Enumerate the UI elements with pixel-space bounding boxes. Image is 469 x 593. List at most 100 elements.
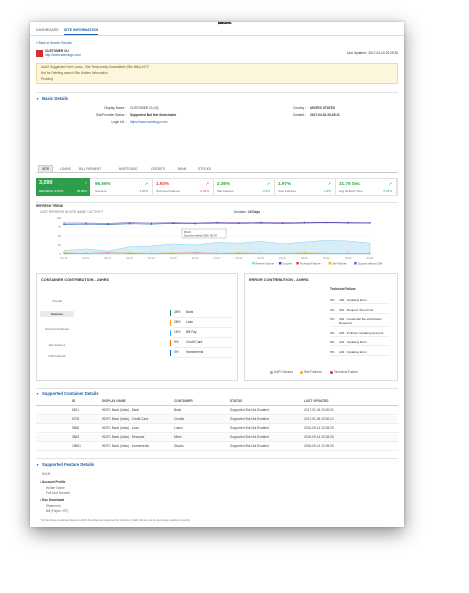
- error-item[interactable]: 5% 404 : Updating Error: [330, 339, 390, 346]
- data-point[interactable]: [150, 222, 153, 224]
- tooltip-text: Success without SDK: 96.34: [184, 234, 217, 238]
- data-point[interactable]: [107, 223, 109, 226]
- tab-site[interactable]: SITE: [38, 165, 54, 172]
- tab-mortgage[interactable]: MORTGAGE: [119, 167, 138, 171]
- container-contribution-title: CONTAINER CONTRIBUTION - 24HRS: [41, 278, 110, 282]
- tab-stocks[interactable]: STOCKS: [198, 167, 212, 171]
- data-point[interactable]: [347, 252, 349, 254]
- data-point[interactable]: [303, 221, 306, 224]
- error-pct: 5%: [330, 298, 335, 302]
- table-row[interactable]: 15801 HDFC Bank (India) - Investments Stoc…: [36, 443, 398, 451]
- stat-tile: 1.97% User Failures -1.8% ↗: [275, 178, 336, 196]
- country-value: UNITED STATES: [310, 106, 335, 110]
- data-point[interactable]: [107, 252, 109, 254]
- tab-dashboard[interactable]: DASHBOARD: [36, 28, 59, 32]
- data-point[interactable]: [172, 252, 174, 254]
- legend-divider: [174, 317, 232, 318]
- series-area-refresh-volume: [63, 240, 371, 255]
- data-point[interactable]: [63, 223, 65, 226]
- collapse-icon[interactable]: ▼: [36, 392, 40, 396]
- data-point[interactable]: [325, 252, 327, 254]
- option-technical-failures[interactable]: Technical Failures: [44, 327, 69, 331]
- tile-pct: -0.04%: [199, 189, 209, 193]
- data-point[interactable]: [238, 252, 240, 254]
- tile-value: 31.75 Sec: [339, 181, 360, 186]
- tab-loans[interactable]: LOANS: [60, 167, 71, 171]
- tab-site-information[interactable]: SITE INFORMATION: [64, 28, 99, 35]
- login-value[interactable]: https://www.swimlogo.com: [130, 120, 168, 124]
- data-point[interactable]: [281, 221, 284, 224]
- tile-pct: 95.88%: [76, 189, 87, 193]
- error-code: 400 : Updating Error: [339, 298, 367, 302]
- error-item[interactable]: 5% 404 : Updating Error: [330, 349, 390, 356]
- data-point[interactable]: [347, 221, 349, 224]
- site-url[interactable]: http://www.swimlogo.com: [45, 53, 81, 57]
- supported-container-section: [36, 388, 398, 389]
- data-point[interactable]: [85, 252, 87, 254]
- data-point[interactable]: [216, 252, 218, 254]
- table-cell: Supported But Not Enabled: [230, 435, 269, 439]
- option-success[interactable]: Success: [40, 311, 74, 317]
- data-point[interactable]: [325, 221, 327, 224]
- tile-label: Success: [95, 189, 107, 193]
- x-tick-label: 04-15: [170, 256, 177, 260]
- data-point[interactable]: [172, 221, 174, 224]
- table-cell: 5378: [72, 417, 80, 421]
- error-item[interactable]: 5% 400 : Updating Error: [330, 297, 390, 304]
- error-pct: 5%: [330, 330, 335, 335]
- table-row[interactable]: 5378 HDFC Bank (India) - Credit Card Credi…: [36, 416, 398, 424]
- table-cell: Supported But Not Enabled: [230, 426, 269, 430]
- data-point[interactable]: [303, 252, 306, 254]
- tooltip-title: 05-23: [184, 230, 191, 234]
- tab-bill-payment[interactable]: BILL PAYMENT: [79, 167, 102, 171]
- alert-item: Pending: [41, 77, 53, 81]
- x-tick-label: 04-13: [126, 256, 133, 260]
- refresh-trend-title: REFRESH TREND: [36, 204, 64, 208]
- table-row[interactable]: 5521 HDFC Bank (India) - Bank Bank Supporte…: [36, 407, 398, 415]
- created-label: Created :: [292, 113, 306, 117]
- tab-bank[interactable]: BANK: [178, 167, 187, 171]
- data-point[interactable]: [63, 252, 65, 254]
- data-point[interactable]: [85, 223, 87, 225]
- back-link[interactable]: « Back to Search Results: [36, 41, 72, 45]
- collapse-icon[interactable]: ▼: [36, 463, 40, 467]
- legend-value: $85.11: [218, 22, 228, 25]
- data-point[interactable]: [107, 222, 109, 225]
- x-tick-label: 04-22: [323, 256, 330, 260]
- data-point[interactable]: [150, 252, 153, 254]
- data-point[interactable]: [85, 222, 87, 224]
- legend-pct: 15%: [174, 330, 181, 334]
- table-row[interactable]: 9856 HDFC Bank (India) - Loan Loans Support…: [36, 425, 398, 433]
- option-uar-failures[interactable]: UAR Failures: [48, 354, 66, 358]
- data-point[interactable]: [194, 252, 196, 254]
- tab-credits[interactable]: CREDITS: [151, 167, 165, 171]
- login-label: Login Url :: [111, 120, 126, 124]
- data-point[interactable]: [63, 222, 65, 224]
- data-point[interactable]: [369, 252, 371, 254]
- legend-pct: 4%: [174, 350, 179, 354]
- duration-select[interactable]: 15 Days: [248, 210, 261, 214]
- data-point[interactable]: [128, 223, 131, 225]
- option-site-failures[interactable]: Site Failures: [48, 343, 66, 347]
- feature-item: Bill (Paper / BT): [46, 509, 69, 513]
- data-point[interactable]: [216, 221, 218, 224]
- data-point[interactable]: [150, 223, 153, 225]
- error-item[interactable]: 5% 403 : Problem Updating Account: [330, 330, 390, 337]
- table-cell: HDFC Bank (India) - Rewards: [102, 435, 145, 439]
- table-header-rule: [36, 405, 398, 406]
- option-overall[interactable]: Overall: [52, 299, 62, 303]
- data-point[interactable]: [238, 221, 240, 224]
- data-point[interactable]: [128, 221, 131, 224]
- data-point[interactable]: [281, 252, 284, 254]
- data-point[interactable]: [369, 221, 371, 224]
- data-point[interactable]: [128, 252, 131, 254]
- collapse-icon[interactable]: ▼: [36, 97, 40, 101]
- data-point[interactable]: [194, 222, 196, 224]
- legend-label: Bill Pay: [186, 330, 197, 334]
- error-item[interactable]: 5% 402 : Credential Re-Verification Requi…: [330, 316, 390, 327]
- data-point[interactable]: [260, 252, 262, 254]
- error-pct: 5%: [330, 340, 335, 344]
- table-row[interactable]: 3863 HDFC Bank (India) - Rewards Miles Supp…: [36, 434, 398, 442]
- error-item[interactable]: 2% 401 : Request Timed Out: [330, 307, 390, 314]
- data-point[interactable]: [260, 221, 262, 224]
